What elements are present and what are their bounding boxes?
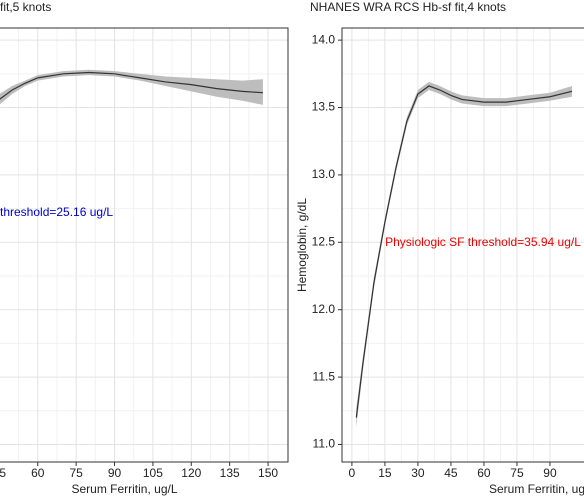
y-tick-label: 14.0: [312, 32, 336, 46]
x-tick-label: 60: [31, 466, 45, 480]
x-tick-label: 120: [181, 466, 201, 480]
y-tick-label: 12.5: [312, 234, 336, 248]
threshold-annotation: Physiologic SF threshold=35.94 ug/L: [385, 235, 581, 249]
y-tick-label: 11.0: [313, 437, 336, 451]
x-tick-label: 150: [258, 466, 278, 480]
y-tick-label: 13.5: [312, 100, 336, 114]
x-tick-label: 75: [69, 466, 83, 480]
plot-border: [341, 27, 584, 463]
x-axis-label: Serum Ferritin, ug/L: [71, 482, 177, 496]
threshold-annotation: threshold=25.16 ug/L: [0, 205, 113, 219]
y-tick-label: 13.0: [312, 167, 336, 181]
chart-title: fit,5 knots: [0, 0, 51, 14]
x-tick-label: 45: [444, 466, 458, 480]
x-tick-label: 90: [543, 466, 557, 480]
x-tick-label: 135: [220, 466, 240, 480]
x-tick-label: 105: [143, 466, 163, 480]
x-tick-label: 30: [411, 466, 425, 480]
fit-line: [0, 71, 263, 100]
x-tick-label: 0: [349, 466, 356, 480]
x-tick-label: 60: [477, 466, 491, 480]
y-axis-label: Hemoglobin, g/dL: [295, 198, 309, 292]
x-tick-label: 45: [0, 466, 6, 480]
confidence-band: [0, 69, 263, 105]
plot-border: [0, 27, 289, 463]
x-tick-label: 15: [378, 466, 392, 480]
y-tick-label: 12.0: [312, 302, 336, 316]
x-tick-label: 75: [510, 466, 524, 480]
fit-line: [355, 85, 573, 418]
x-axis-label: Serum Ferritin, ug/L: [489, 482, 584, 496]
chart-title: NHANES WRA RCS Hb-sf fit,4 knots: [310, 0, 506, 14]
x-tick-label: 90: [108, 466, 122, 480]
y-tick-label: 11.5: [313, 369, 336, 383]
